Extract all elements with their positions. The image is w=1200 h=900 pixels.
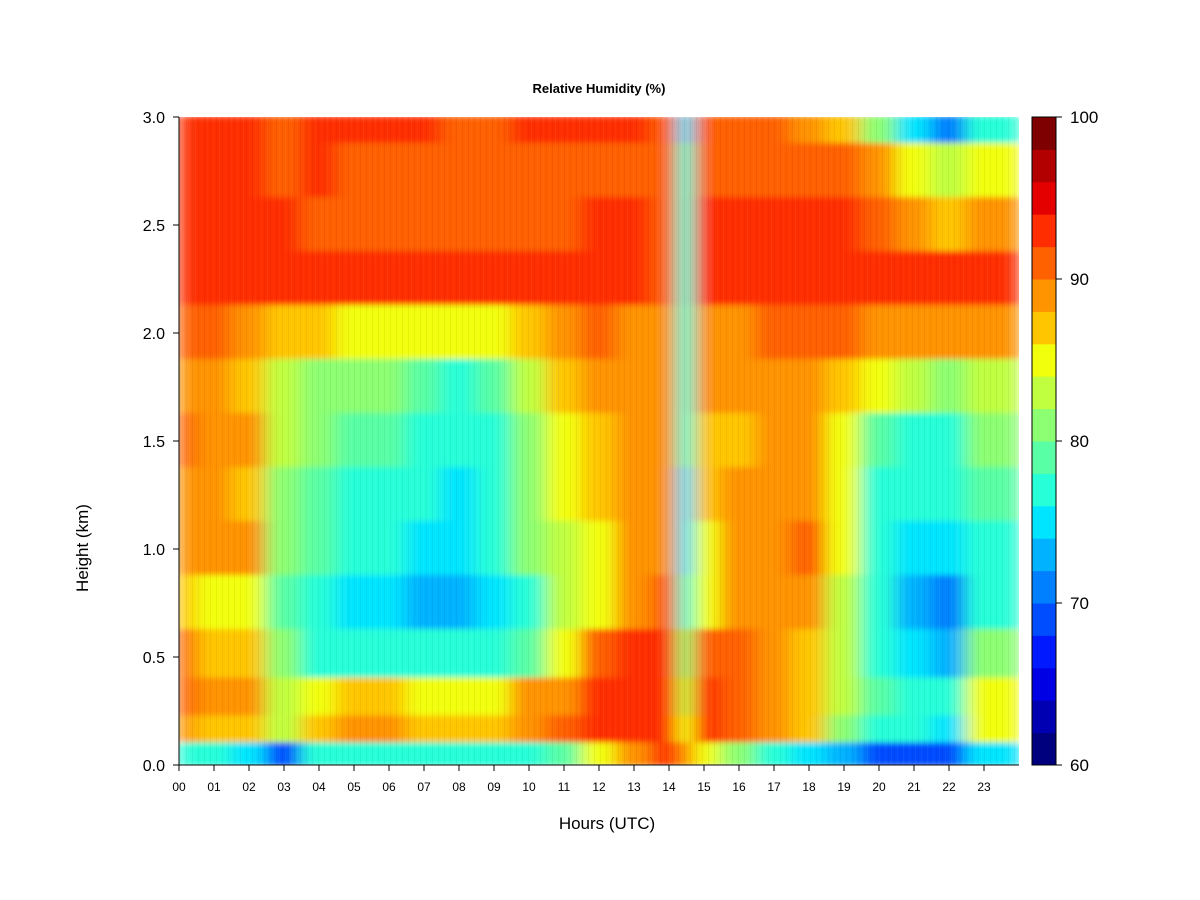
colorbar-segment [1032, 441, 1056, 474]
y-tick-label: 3.0 [143, 110, 165, 127]
colorbar-segment [1032, 279, 1056, 312]
y-tick-label: 2.5 [143, 218, 165, 235]
x-tick-label: 23 [977, 780, 991, 794]
colorbar-segment [1032, 149, 1056, 183]
colorbar-segment [1032, 181, 1056, 215]
x-tick-label: 22 [942, 780, 956, 794]
x-axis-label: Hours (UTC) [559, 814, 655, 833]
colorbar-tick-label: 80 [1070, 432, 1089, 451]
colorbar-segment [1032, 311, 1056, 345]
colorbar-segment [1032, 570, 1056, 604]
x-tick-label: 20 [872, 780, 886, 794]
heatmap-area [179, 117, 1019, 765]
colorbar-tick-label: 60 [1070, 756, 1089, 775]
colorbar-segment [1032, 214, 1056, 248]
x-axis: 00 01 02 03 04 05 06 07 08 09 10 11 12 13 14 15 16 17 18 19… [172, 764, 1019, 794]
y-tick-label: 1.5 [143, 434, 165, 451]
colorbar-tick-label: 90 [1070, 270, 1089, 289]
colorbar-tick-label: 100 [1070, 108, 1098, 127]
x-tick-label: 19 [837, 780, 851, 794]
x-tick-label: 06 [382, 780, 396, 794]
x-tick-label: 03 [277, 780, 291, 794]
colorbar-segment [1032, 408, 1056, 442]
x-tick-label: 16 [732, 780, 746, 794]
y-tick-label: 0.5 [143, 650, 165, 667]
colorbar-tick-label: 70 [1070, 594, 1089, 613]
colorbar-segment [1032, 538, 1056, 572]
colorbar-segment [1032, 376, 1056, 410]
x-tick-label: 04 [312, 780, 326, 794]
x-tick-label: 07 [417, 780, 431, 794]
x-tick-label: 11 [558, 780, 571, 794]
x-tick-label: 09 [487, 780, 501, 794]
colorbar-segment [1032, 343, 1056, 377]
colorbar-segment [1032, 473, 1056, 507]
colorbar-segment [1032, 505, 1056, 539]
colorbar-segment [1032, 732, 1056, 766]
x-tick-label: 13 [627, 780, 641, 794]
x-tick-label: 17 [767, 780, 781, 794]
colorbar-segment [1032, 117, 1056, 150]
x-tick-label: 14 [662, 780, 676, 794]
x-tick-label: 10 [522, 780, 536, 794]
x-tick-label: 12 [592, 780, 606, 794]
colorbar-segment [1032, 635, 1056, 669]
chart-title: Relative Humidity (%) [533, 81, 666, 96]
colorbar-segment [1032, 603, 1056, 636]
x-tick-label: 02 [242, 780, 256, 794]
y-axis-label: Height (km) [73, 504, 92, 592]
colorbar: 60 70 80 90 100 [1031, 108, 1098, 775]
x-tick-label: 00 [172, 780, 186, 794]
y-tick-label: 1.0 [143, 542, 165, 559]
x-tick-label: 18 [802, 780, 816, 794]
colorbar-segment [1032, 246, 1056, 280]
y-axis: 0.0 0.5 1.0 1.5 2.0 2.5 3.0 [143, 110, 180, 775]
colorbar-segment [1032, 667, 1056, 701]
y-tick-label: 2.0 [143, 326, 165, 343]
x-tick-label: 15 [697, 780, 711, 794]
y-tick-label: 0.0 [143, 758, 165, 775]
colorbar-segment [1032, 700, 1056, 734]
x-tick-label: 05 [347, 780, 361, 794]
x-tick-label: 01 [207, 780, 221, 794]
x-tick-label: 08 [452, 780, 466, 794]
x-tick-label: 21 [907, 780, 921, 794]
